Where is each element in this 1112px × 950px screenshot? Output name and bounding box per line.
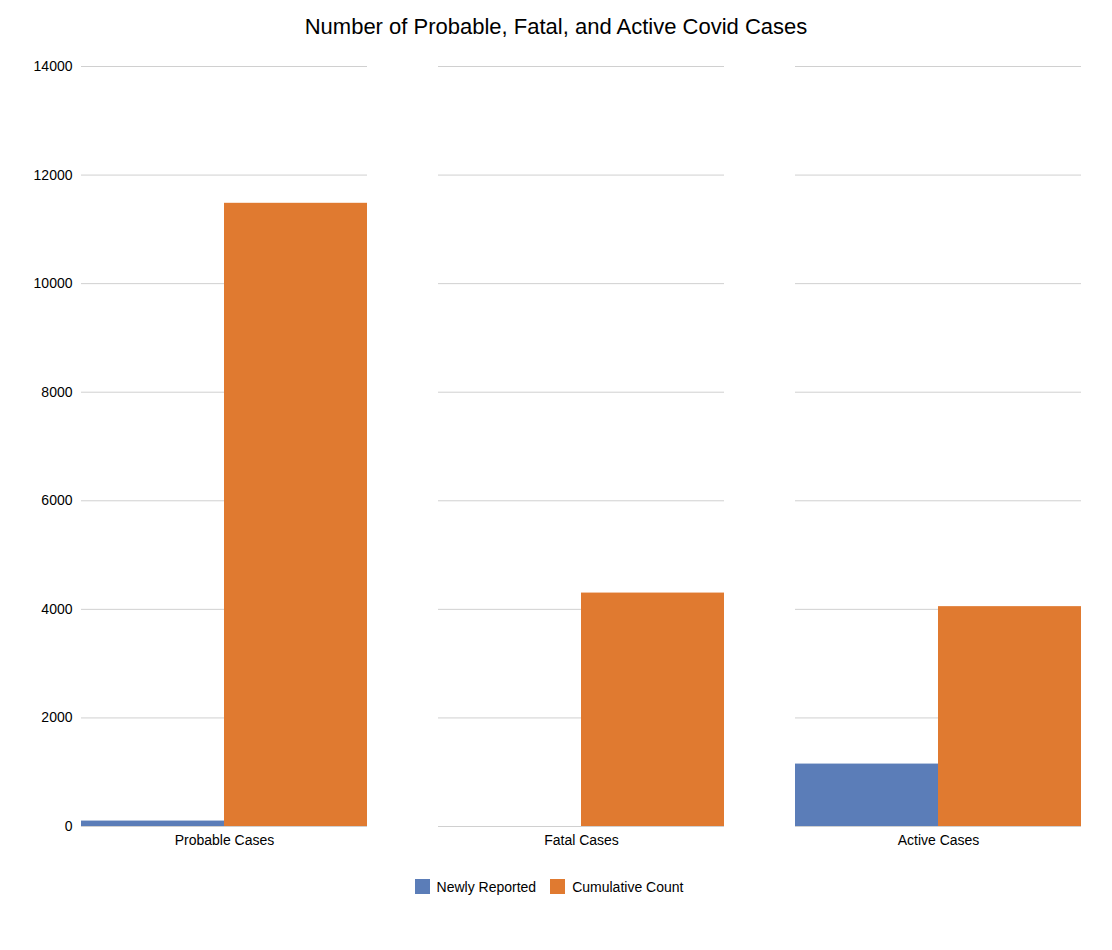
- svg-text:Active Cases: Active Cases: [898, 832, 980, 848]
- svg-text:Probable Cases: Probable Cases: [175, 832, 275, 848]
- svg-text:8000: 8000: [41, 384, 72, 400]
- svg-text:0: 0: [65, 818, 73, 834]
- svg-text:14000: 14000: [34, 58, 73, 74]
- html-text:Number of Probable, Fatal, and: Number of Probable, Fatal, and Active Co…: [304, 14, 808, 39]
- svg-text:4000: 4000: [41, 601, 72, 617]
- html-text:Newly Reported: Newly Reported: [436, 878, 537, 895]
- svg-text:6000: 6000: [41, 492, 72, 508]
- svg-text:2000: 2000: [41, 709, 72, 725]
- html-text:Cumulative Count: Cumulative Count: [572, 878, 684, 895]
- svg-text:Fatal Cases: Fatal Cases: [544, 832, 619, 848]
- svg-text:10000: 10000: [34, 275, 73, 291]
- svg-text:12000: 12000: [34, 167, 73, 183]
